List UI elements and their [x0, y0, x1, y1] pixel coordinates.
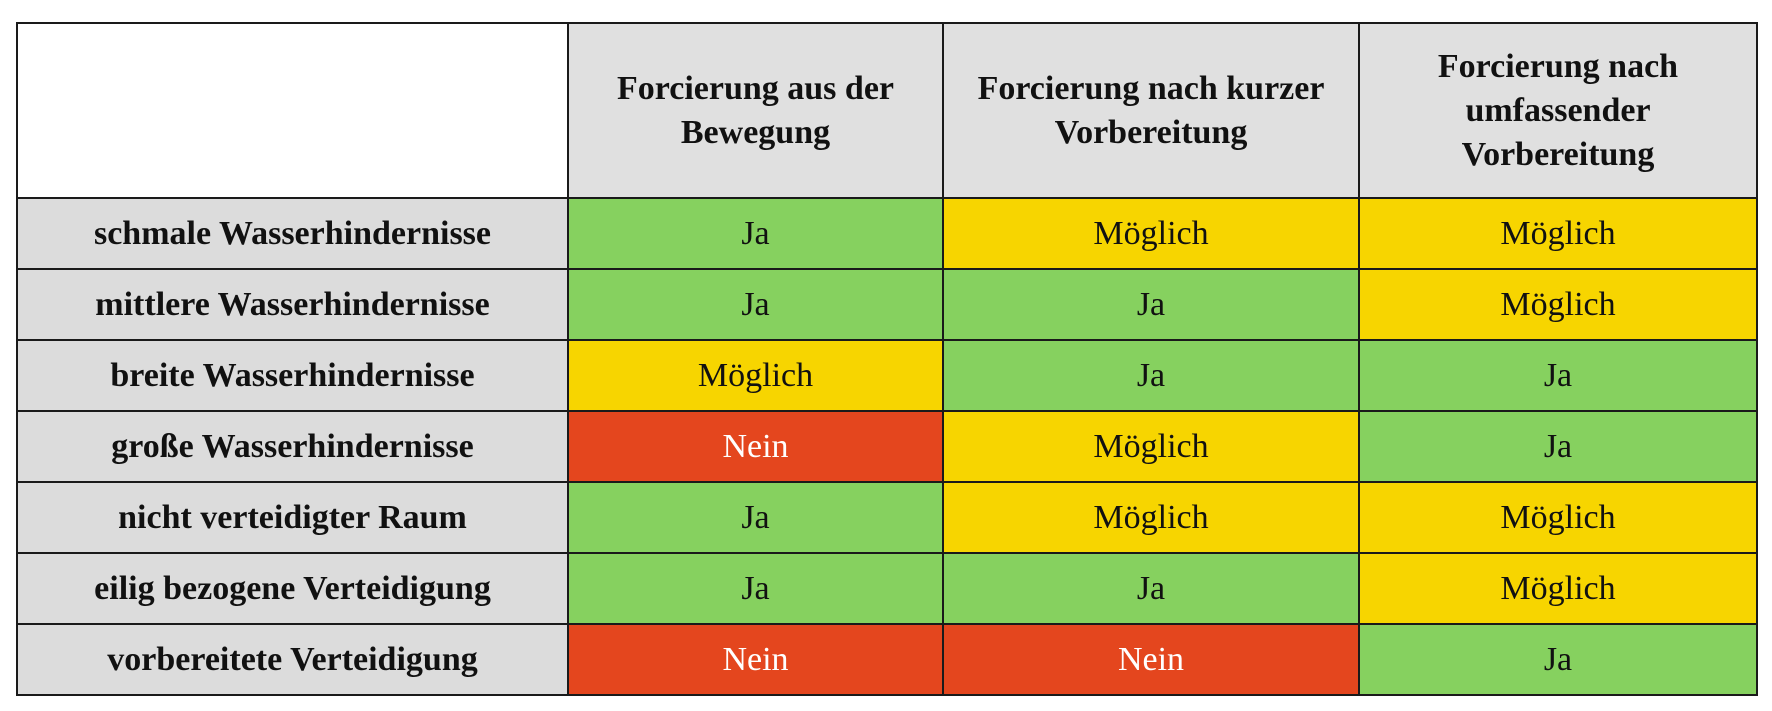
table-cell: Möglich — [942, 410, 1360, 483]
table-row: eilig bezogene Verteidigung Ja Ja Möglic… — [16, 552, 1758, 625]
table-cell: Ja — [567, 481, 944, 554]
table-cell: Möglich — [1358, 268, 1758, 341]
table-cell: Nein — [567, 623, 944, 696]
row-header: vorbereitete Verteidigung — [16, 623, 569, 696]
table-cell: Möglich — [1358, 552, 1758, 625]
row-header: große Wasserhindernisse — [16, 410, 569, 483]
table-container: Forcierung aus der Bewegung Forcierung n… — [16, 22, 1758, 696]
table-cell: Nein — [567, 410, 944, 483]
table-row: breite Wasserhindernisse Möglich Ja Ja — [16, 339, 1758, 412]
table-cell: Ja — [1358, 339, 1758, 412]
table-row: mittlere Wasserhindernisse Ja Ja Möglich — [16, 268, 1758, 341]
table-cell: Möglich — [942, 197, 1360, 270]
table-cell: Ja — [942, 552, 1360, 625]
table-cell: Möglich — [1358, 481, 1758, 554]
row-header: mittlere Wasserhindernisse — [16, 268, 569, 341]
table-cell: Ja — [1358, 623, 1758, 696]
table-cell: Ja — [942, 339, 1360, 412]
table-cell: Ja — [567, 197, 944, 270]
table-cell: Ja — [567, 268, 944, 341]
table-cell: Ja — [942, 268, 1360, 341]
table-row: große Wasserhindernisse Nein Möglich Ja — [16, 410, 1758, 483]
corner-cell — [16, 22, 569, 199]
table-cell: Möglich — [1358, 197, 1758, 270]
table-row: nicht verteidigter Raum Ja Möglich Mögli… — [16, 481, 1758, 554]
row-header: eilig bezogene Verteidigung — [16, 552, 569, 625]
table-cell: Ja — [567, 552, 944, 625]
row-header: breite Wasserhindernisse — [16, 339, 569, 412]
table-cell: Möglich — [567, 339, 944, 412]
row-header: schmale Wasserhindernisse — [16, 197, 569, 270]
row-header: nicht verteidigter Raum — [16, 481, 569, 554]
column-header-umfassende-vorbereitung: Forcierung nach umfassender Vorbereitung — [1358, 22, 1758, 199]
column-header-bewegung: Forcierung aus der Bewegung — [567, 22, 944, 199]
table-cell: Ja — [1358, 410, 1758, 483]
table-row: vorbereitete Verteidigung Nein Nein Ja — [16, 623, 1758, 696]
table-row: schmale Wasserhindernisse Ja Möglich Mög… — [16, 197, 1758, 270]
data-table: Forcierung aus der Bewegung Forcierung n… — [16, 22, 1758, 696]
column-header-kurze-vorbereitung: Forcierung nach kurzer Vorbereitung — [942, 22, 1360, 199]
table-cell: Möglich — [942, 481, 1360, 554]
header-row: Forcierung aus der Bewegung Forcierung n… — [16, 22, 1758, 199]
table-cell: Nein — [942, 623, 1360, 696]
